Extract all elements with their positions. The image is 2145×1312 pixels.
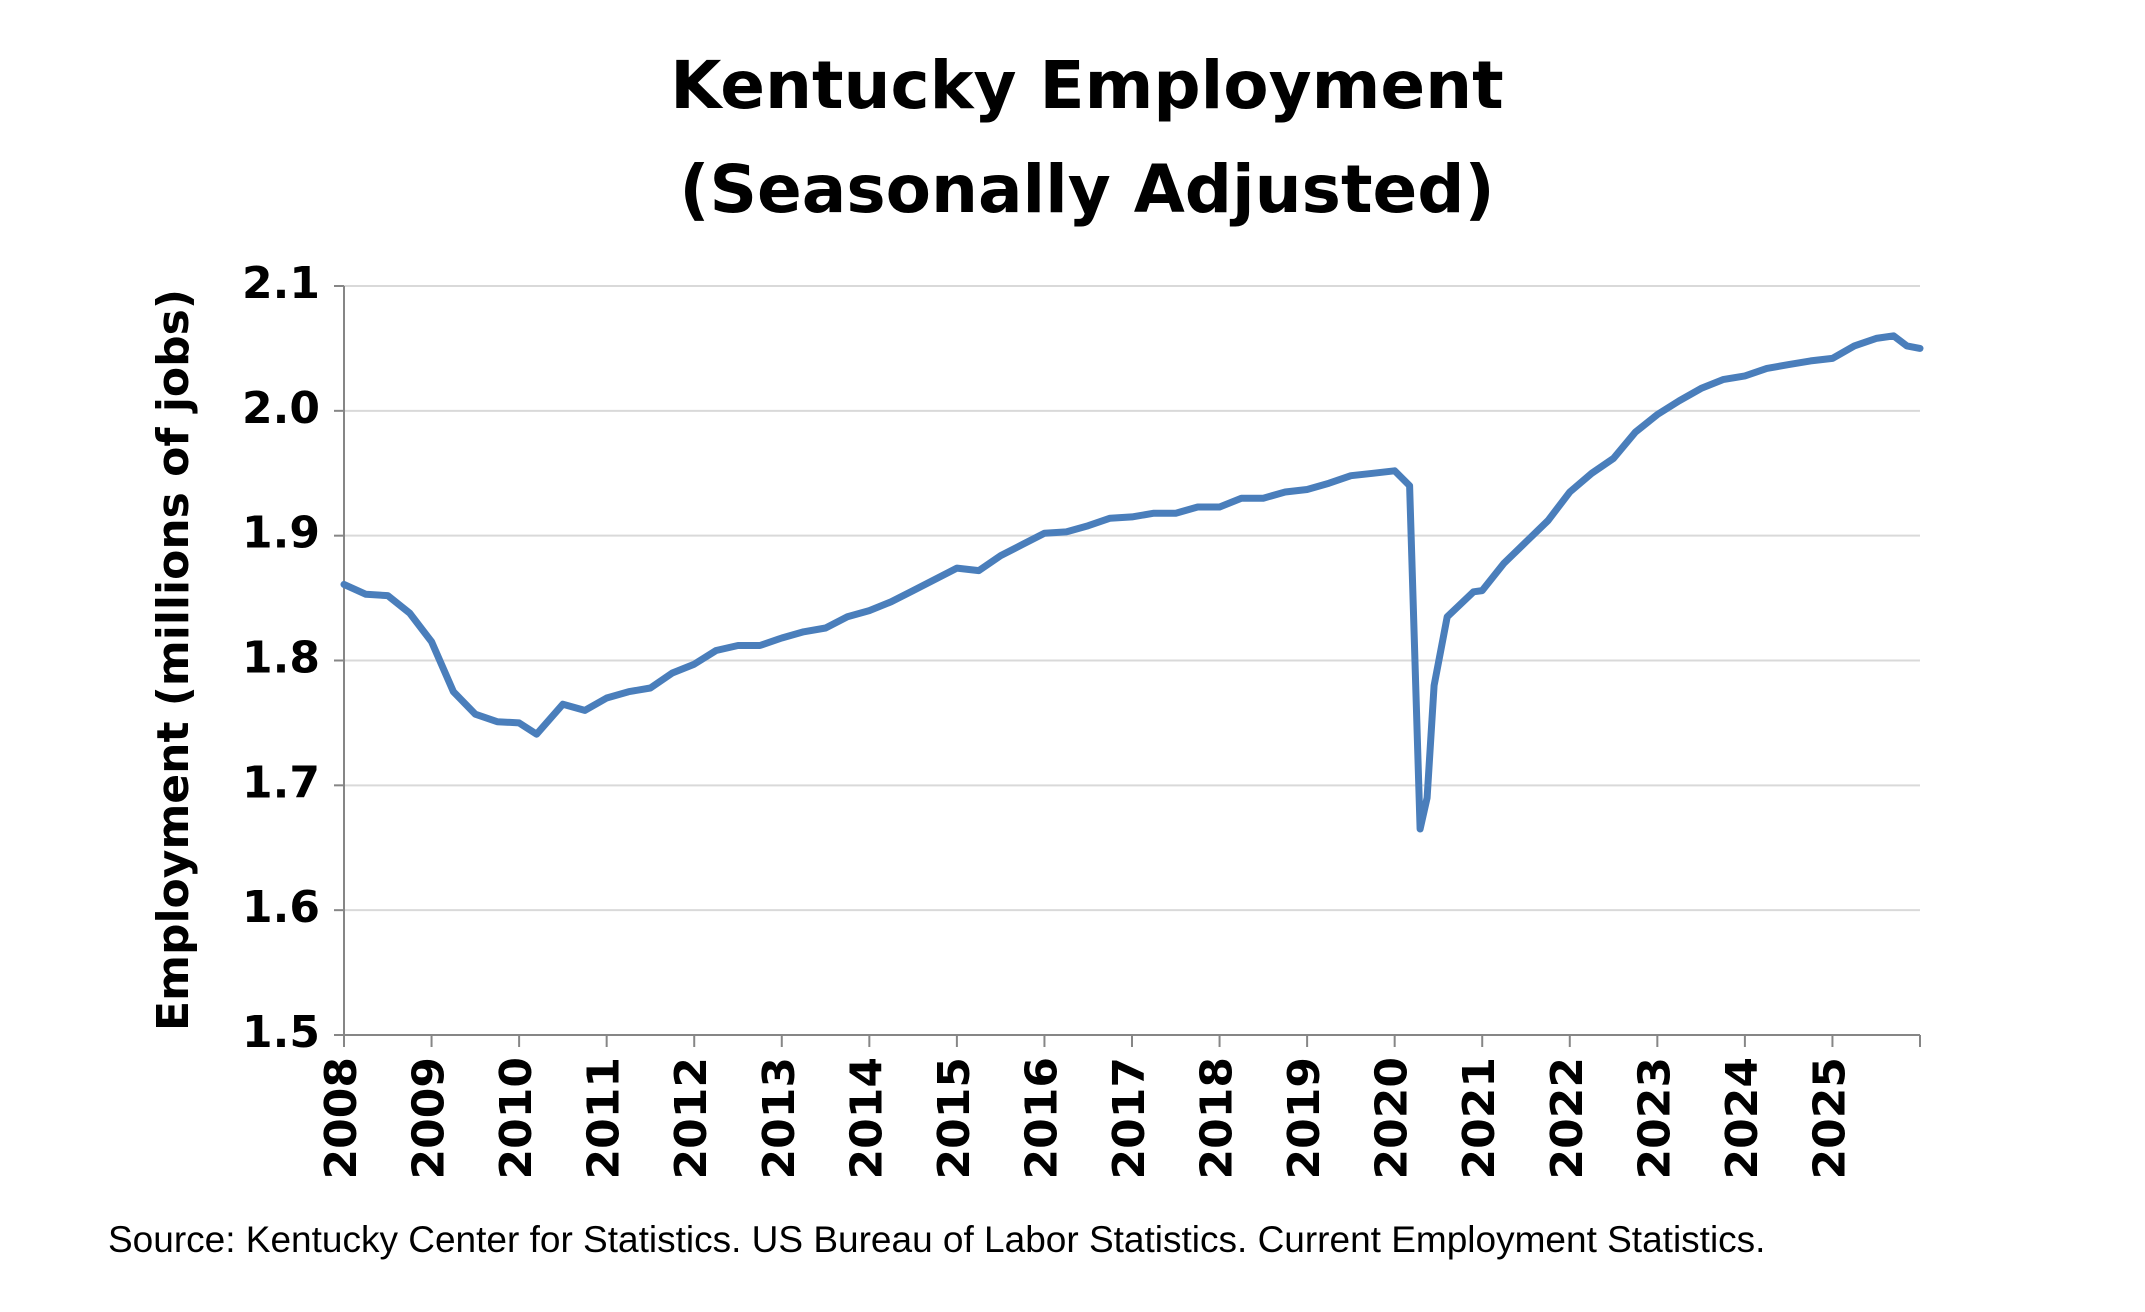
x-tick-label: 2016	[1016, 1057, 1067, 1179]
x-tick-label: 2024	[1717, 1057, 1768, 1179]
y-tick-label: 2.0	[242, 383, 320, 434]
y-tick-label: 2.1	[242, 258, 320, 309]
x-tick-label: 2022	[1542, 1057, 1593, 1179]
line-series	[340, 332, 1924, 833]
x-tick-label: 2019	[1279, 1057, 1330, 1179]
y-tick-label: 1.8	[242, 633, 320, 684]
y-tick-label: 1.6	[242, 882, 320, 933]
x-tick-label: 2010	[491, 1057, 542, 1179]
x-tick-label: 2009	[404, 1057, 455, 1179]
y-tick-label: 1.5	[242, 1007, 320, 1058]
chart-title: Kentucky Employment	[670, 47, 1503, 124]
chart-subtitle: (Seasonally Adjusted)	[679, 151, 1494, 228]
x-tick-label: 2011	[579, 1057, 630, 1179]
x-tick-label: 2013	[754, 1057, 805, 1179]
x-tick-label: 2020	[1367, 1057, 1418, 1179]
x-tick-label: 2014	[841, 1057, 892, 1179]
source-note: Source: Kentucky Center for Statistics. …	[108, 1219, 1766, 1260]
x-tick-label: 2008	[316, 1057, 367, 1179]
x-tick-label: 2017	[1104, 1057, 1155, 1179]
x-tick-label: 2023	[1629, 1057, 1680, 1179]
y-tick-label: 1.9	[242, 508, 320, 559]
x-tick-label: 2012	[666, 1057, 717, 1179]
x-tick-label: 2018	[1192, 1057, 1243, 1179]
x-tick-label: 2015	[929, 1057, 980, 1179]
y-tick-label: 1.7	[242, 757, 320, 808]
y-axis-label: Employment (millions of jobs)	[148, 289, 199, 1031]
x-tick-label: 2021	[1454, 1057, 1505, 1179]
x-tick-label: 2025	[1804, 1057, 1855, 1179]
